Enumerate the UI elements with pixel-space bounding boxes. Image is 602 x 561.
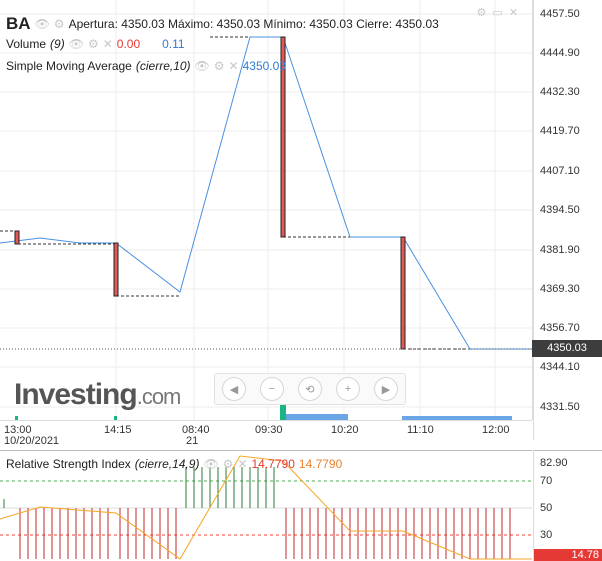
rsi-value-1: 14.7790 (251, 457, 295, 471)
time-label: 13:00 (4, 424, 32, 436)
sma-legend: Simple Moving Average (cierre,10) 👁 ⚙ ✕ … (6, 59, 286, 73)
rsi-tick: 82.90 (540, 457, 568, 469)
rsi-legend: Relative Strength Index (cierre,14,9) 👁 … (6, 457, 342, 471)
close-icon[interactable]: ✕ (102, 37, 113, 51)
price-tick: 4444.90 (540, 47, 580, 59)
price-tick: 4369.30 (540, 283, 580, 295)
time-label: 11:10 (407, 424, 434, 436)
price-axis[interactable]: 4457.50 4444.90 4432.30 4419.70 4407.10 … (533, 0, 602, 440)
chart-navigation: ◀ − ⟲ + ▶ (214, 373, 406, 405)
reset-zoom-icon[interactable]: ⟲ (298, 377, 322, 401)
volume-label: Volume (6, 37, 47, 51)
price-tick: 4457.50 (540, 8, 580, 20)
price-chart (0, 0, 532, 420)
time-label: 14:15 (104, 424, 132, 436)
candles (14, 36, 406, 350)
investing-watermark: Investing.com (14, 378, 182, 412)
rsi-axis[interactable]: 82.90 70 50 30 14.78 (533, 450, 602, 561)
watermark-brand: Investing (14, 378, 138, 411)
zoom-in-icon[interactable]: + (336, 377, 360, 401)
close-icon[interactable]: ✕ (508, 7, 524, 19)
time-axis[interactable]: 13:00 10/20/2021 14:15 08:40 21 09:30 10… (0, 420, 532, 451)
price-tick: 4381.90 (540, 244, 580, 256)
eye-icon[interactable]: 👁 (203, 457, 219, 471)
date-label: 21 (186, 435, 199, 447)
rsi-tick: 50 (540, 502, 553, 514)
close-icon[interactable]: ✕ (228, 59, 239, 73)
price-tick: 4394.50 (540, 204, 580, 216)
rsi-param: (cierre,14,9) (134, 457, 200, 471)
rsi-tick: 70 (540, 475, 553, 487)
time-label: 08:40 (182, 424, 210, 436)
gear-icon[interactable]: ⚙ (213, 59, 225, 73)
rsi-line (0, 455, 532, 560)
time-label: 09:30 (255, 424, 283, 436)
price-gap-lines (0, 36, 532, 350)
price-tick: 4331.50 (540, 401, 580, 413)
ohlc-values: Apertura: 4350.03 Máximo: 4350.03 Mínimo… (68, 17, 439, 31)
sma-value: 4350.03 (242, 59, 286, 73)
watermark-suffix: .com (136, 384, 182, 409)
scroll-left-icon[interactable]: ◀ (222, 377, 246, 401)
price-tick: 4407.10 (540, 165, 580, 177)
sma-param: (cierre,10) (135, 59, 191, 73)
candle (280, 36, 286, 238)
sma-label: Simple Moving Average (6, 59, 132, 73)
scroll-right-icon[interactable]: ▶ (374, 377, 398, 401)
maximize-icon[interactable]: ▭ (492, 7, 509, 19)
time-label: 12:00 (482, 424, 510, 436)
gear-icon[interactable]: ⚙ (87, 37, 99, 51)
sma-line (0, 36, 532, 350)
rsi-chart (0, 455, 532, 560)
gear-icon[interactable]: ⚙ (53, 17, 65, 31)
main-chart-pane[interactable]: BA 👁 ⚙ Apertura: 4350.03 Máximo: 4350.03… (0, 0, 533, 420)
rsi-value-2: 14.7790 (298, 457, 343, 471)
eye-icon[interactable]: 👁 (68, 37, 84, 51)
candle (113, 242, 119, 297)
price-tick: 4419.70 (540, 125, 580, 137)
symbol-title: BA (6, 14, 31, 33)
rsi-tick: 30 (540, 529, 553, 541)
price-tick: 4432.30 (540, 86, 580, 98)
volume-legend: Volume (9) 👁 ⚙ ✕ 0.00 0.11 (6, 37, 185, 51)
candle (400, 236, 406, 350)
eye-icon[interactable]: 👁 (34, 17, 50, 31)
eye-icon[interactable]: 👁 (194, 59, 210, 73)
volume-param: (9) (50, 37, 65, 51)
settings-icon[interactable]: ⚙ (476, 7, 493, 19)
candle (14, 230, 20, 245)
rsi-pane[interactable]: Relative Strength Index (cierre,14,9) 👁 … (0, 450, 532, 561)
date-label: 10/20/2021 (4, 435, 60, 447)
volume-value-2: 0.11 (162, 37, 185, 51)
price-tick: 4356.70 (540, 322, 580, 334)
volume-value-1: 0.00 (116, 37, 141, 51)
close-icon[interactable]: ✕ (237, 457, 248, 471)
rsi-label: Relative Strength Index (6, 457, 131, 471)
rsi-current-badge: 14.78 (534, 549, 602, 561)
ohlc-legend: BA 👁 ⚙ Apertura: 4350.03 Máximo: 4350.03… (6, 14, 439, 34)
rsi-histogram (3, 467, 511, 559)
zoom-out-icon[interactable]: − (260, 377, 284, 401)
pane-controls: ⚙▭✕ (477, 6, 525, 19)
time-label: 10:20 (331, 424, 359, 436)
current-price-badge: 4350.03 (532, 340, 602, 357)
price-tick: 4344.10 (540, 361, 580, 373)
gear-icon[interactable]: ⚙ (222, 457, 234, 471)
